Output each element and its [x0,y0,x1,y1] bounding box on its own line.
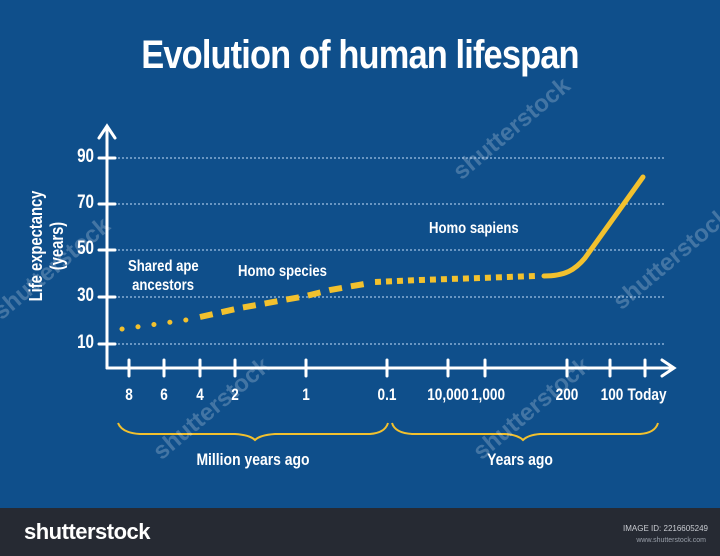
annotation-homo-sapiens: Homo sapiens [429,220,519,237]
y-tick-50: 50 [77,238,94,259]
x-tick-10000: 10,000 [427,385,469,404]
group-label-years-ago: Years ago [487,450,553,469]
y-tick-70: 70 [77,192,94,213]
footer-bar: shutterstock IMAGE ID: 2216605249 www.sh… [0,508,720,556]
x-tick-2: 2 [231,385,239,404]
y-tick-30: 30 [77,285,94,306]
y-tick-10: 10 [77,332,94,353]
plot-area [97,123,677,442]
site-url: www.shutterstock.com [636,537,706,544]
x-tick-200: 200 [555,385,579,404]
image-id: IMAGE ID: 2216605249 [623,524,708,533]
x-tick-100: 100 [600,385,624,404]
x-tick-today: Today [627,385,667,404]
group-braces [117,422,659,442]
x-tick-0-1: 0.1 [377,385,397,404]
chart-canvas [0,0,720,508]
x-tick-1000: 1,000 [470,385,506,404]
x-tick-6: 6 [160,385,168,404]
x-tick-1: 1 [302,385,310,404]
x-tick-4: 4 [196,385,204,404]
shutterstock-logo: shutterstock [24,519,151,544]
axes [97,123,677,378]
annotation-shared-ape-ancestors: Shared ape ancestors [128,258,199,294]
y-tick-90: 90 [77,146,94,167]
chart-title: Evolution of human lifespan [141,33,579,77]
gridlines [110,157,665,345]
x-tick-8: 8 [125,385,133,404]
group-label-million-years-ago: Million years ago [196,450,310,469]
lifespan-line [119,174,646,332]
annotation-homo-species: Homo species [238,263,327,280]
